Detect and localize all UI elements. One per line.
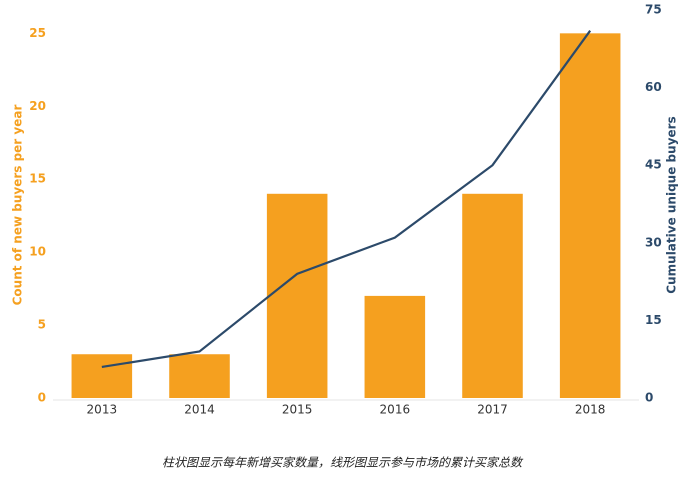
y2-tick-label: 15 bbox=[645, 313, 662, 327]
caption: 柱状图显示每年新增买家数量，线形图显示参与市场的累计买家总数 bbox=[162, 456, 524, 470]
y-tick-label: 0 bbox=[38, 391, 46, 405]
y-tick-label: 20 bbox=[29, 99, 46, 113]
x-tick-label: 2014 bbox=[184, 403, 215, 417]
x-tick-label: 2017 bbox=[477, 403, 508, 417]
y-tick-label: 5 bbox=[38, 318, 46, 332]
x-tick-label: 2015 bbox=[282, 403, 313, 417]
x-tick-label: 2018 bbox=[575, 403, 606, 417]
y-tick-label: 10 bbox=[29, 245, 46, 259]
y2-tick-label: 0 bbox=[645, 391, 653, 405]
line bbox=[101, 30, 592, 369]
bar bbox=[462, 193, 523, 398]
bar bbox=[364, 295, 426, 398]
y2-tick-label: 60 bbox=[645, 80, 662, 94]
bar bbox=[71, 354, 133, 398]
x-tick-label: 2013 bbox=[87, 403, 118, 417]
bar bbox=[559, 33, 621, 398]
y2-tick-label: 75 bbox=[645, 3, 662, 17]
y2-axis-label: Cumulative unique buyers bbox=[665, 116, 679, 293]
y-tick-label: 15 bbox=[29, 172, 46, 186]
y2-tick-label: 45 bbox=[645, 158, 662, 172]
bar bbox=[266, 193, 328, 398]
y2-tick-label: 30 bbox=[645, 235, 662, 249]
bar bbox=[169, 354, 230, 398]
y-axis-label: Count of new buyers per year bbox=[11, 105, 25, 306]
x-tick-label: 2016 bbox=[380, 403, 411, 417]
y-tick-label: 25 bbox=[29, 26, 46, 40]
